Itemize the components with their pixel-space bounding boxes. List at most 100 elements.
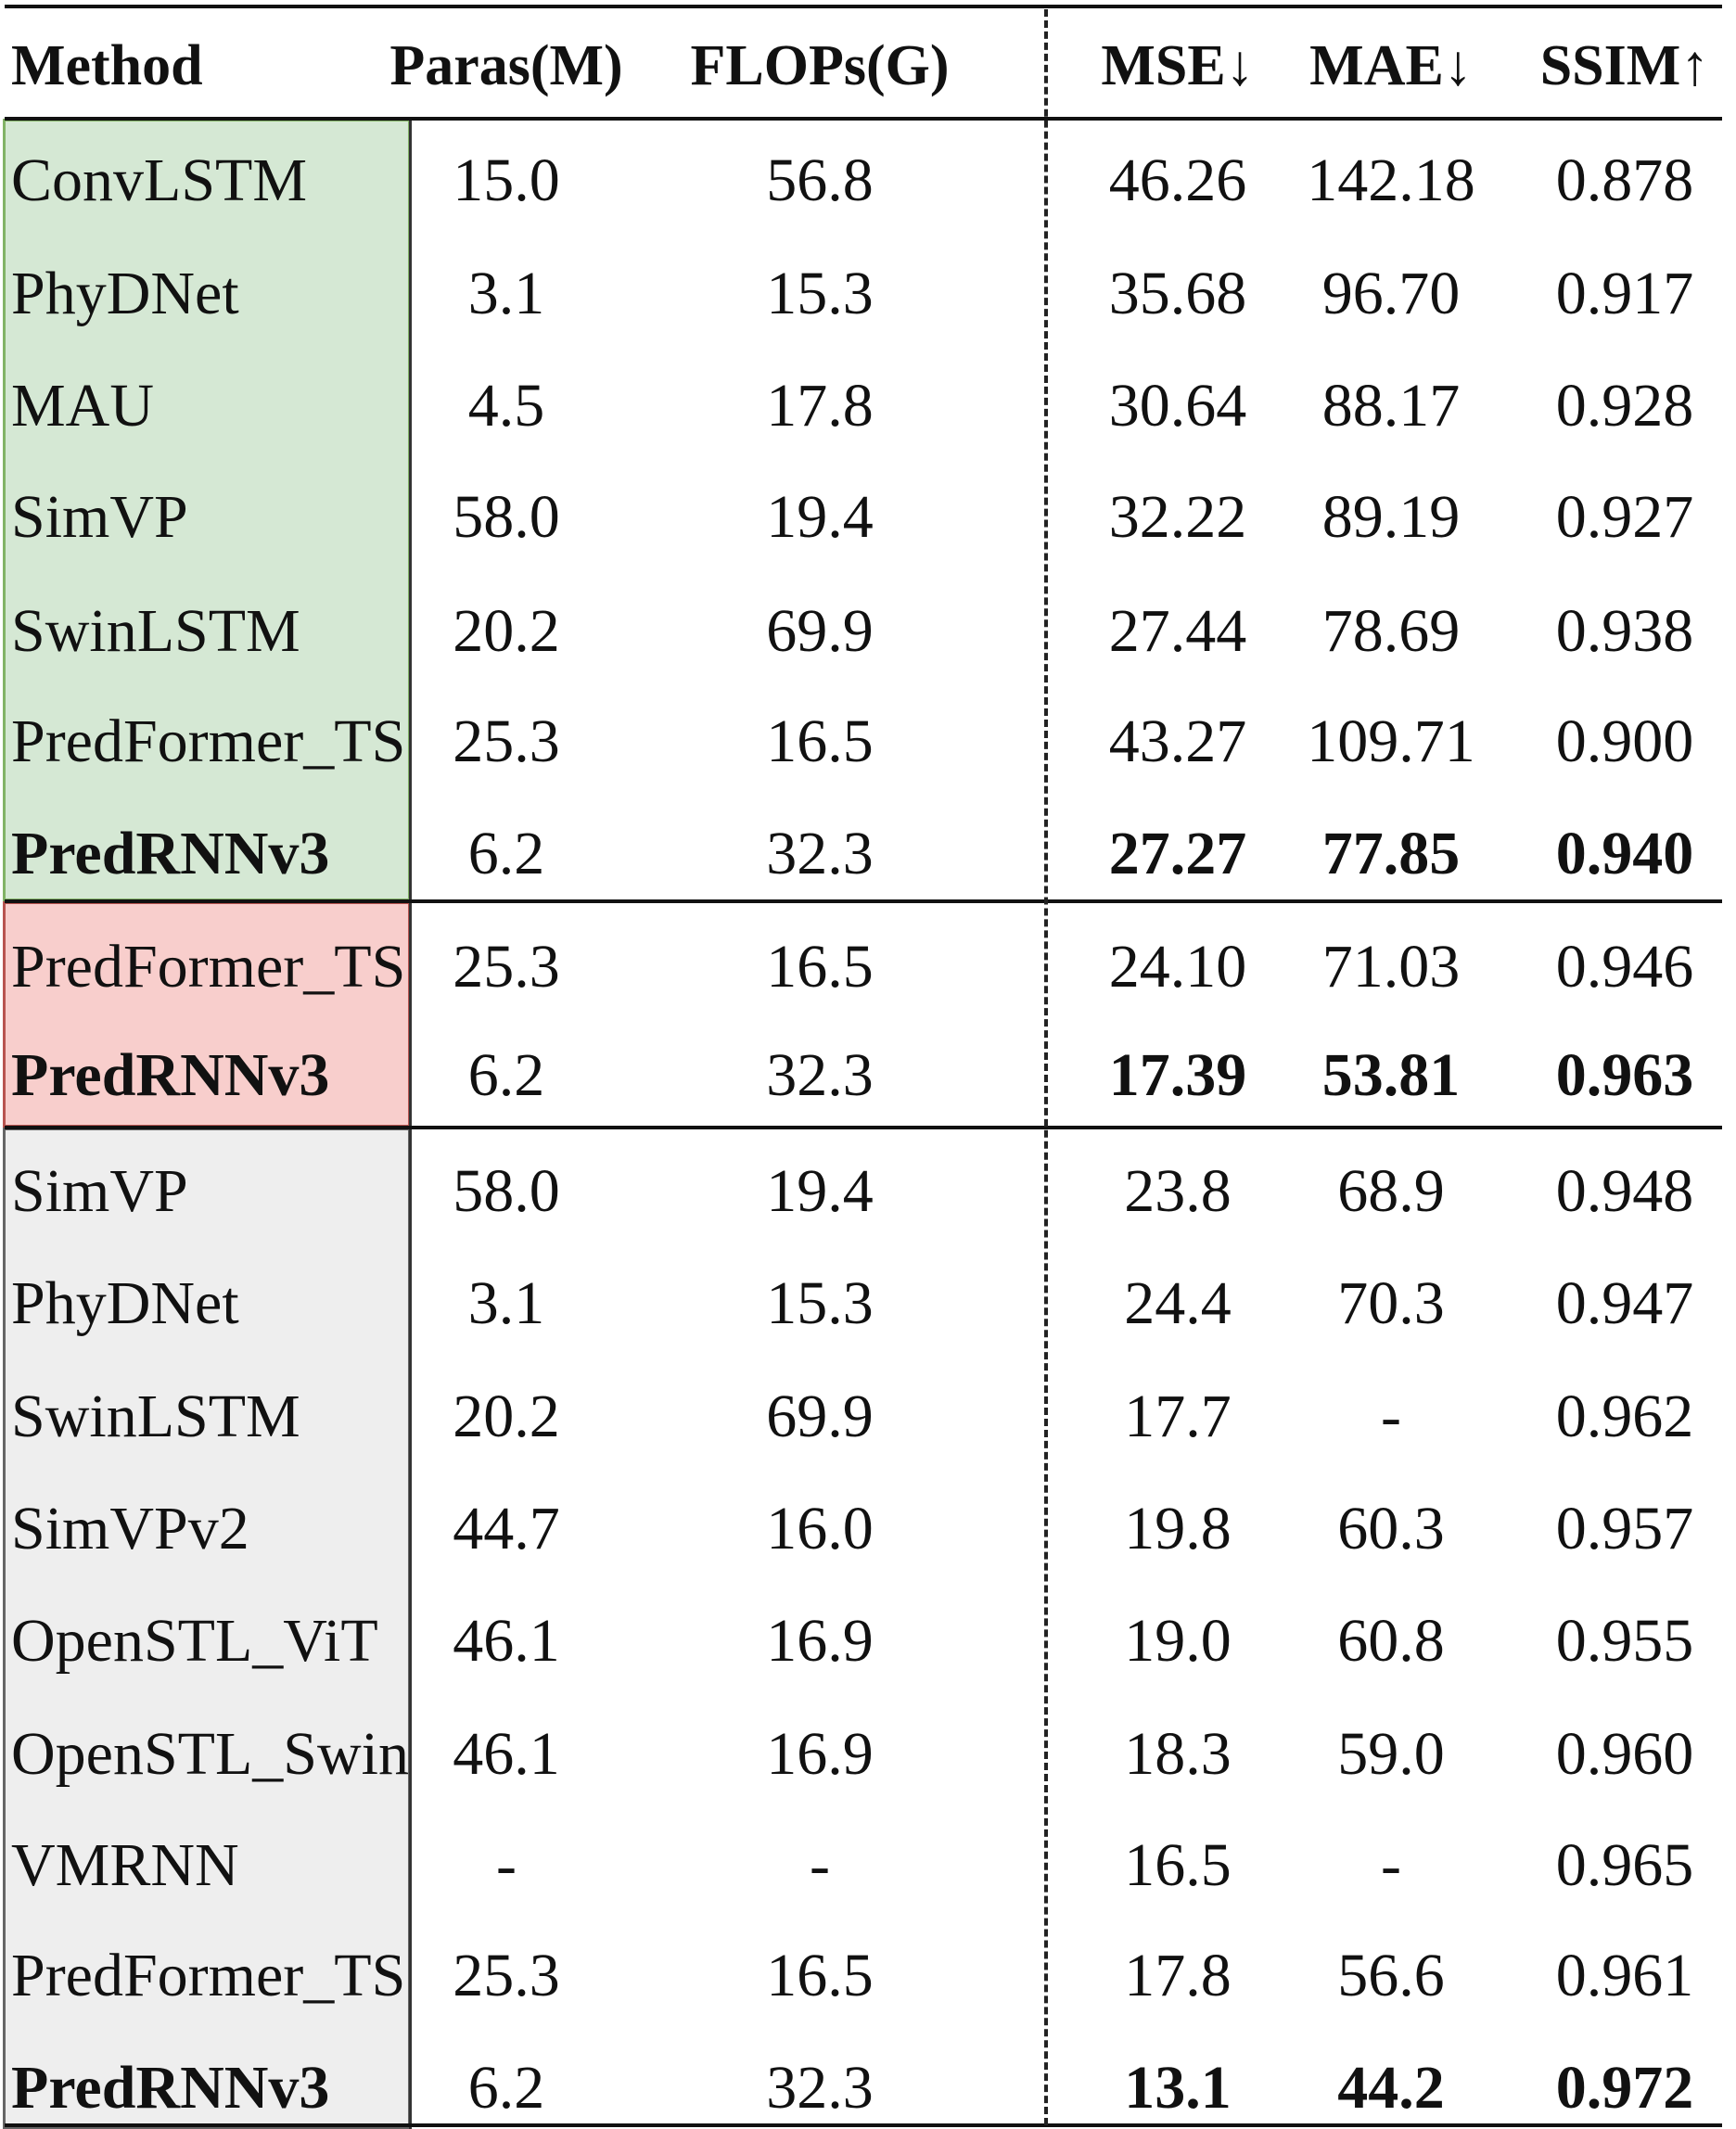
mse-cell: 17.7	[1124, 1383, 1232, 1450]
method-cell: ConvLSTM	[11, 147, 308, 214]
mse-cell: 46.26	[1108, 147, 1247, 214]
flops-cell: 17.8	[766, 372, 874, 440]
method-cell: PhyDNet	[11, 1269, 239, 1337]
flops-cell: 32.3	[766, 1041, 874, 1109]
method-cell: PhyDNet	[11, 260, 239, 327]
flops-cell: 69.9	[766, 597, 874, 665]
ssim-cell: 0.957	[1555, 1495, 1694, 1562]
mse-cell: 24.4	[1124, 1269, 1232, 1337]
header-ssim-label: SSIM	[1539, 34, 1681, 97]
header-rule	[5, 117, 1722, 121]
group-separator-rule	[5, 899, 1722, 903]
top-rule	[5, 5, 1722, 8]
method-column-border	[409, 1128, 412, 2129]
method-cell: PredRNNv3	[11, 1041, 330, 1109]
arrow-down-icon: ↓	[1443, 34, 1473, 97]
header-mse: MSE↓	[1101, 37, 1254, 95]
mae-cell: -	[1381, 1383, 1401, 1450]
ssim-cell: 0.900	[1555, 708, 1694, 775]
mae-cell: 68.9	[1337, 1157, 1445, 1225]
method-cell: MAU	[11, 372, 155, 440]
flops-cell: 15.3	[766, 1269, 874, 1337]
arrow-up-icon: ↑	[1680, 34, 1710, 97]
bottom-rule	[5, 2123, 1722, 2127]
mse-cell: 32.22	[1108, 483, 1247, 551]
ssim-cell: 0.961	[1555, 1942, 1694, 2009]
group-separator-rule	[5, 1126, 1722, 1129]
ssim-cell: 0.946	[1555, 933, 1694, 1001]
method-cell: PredRNNv3	[11, 820, 330, 887]
paras-cell: 44.7	[453, 1495, 560, 1562]
ssim-cell: 0.940	[1555, 820, 1694, 887]
ssim-cell: 0.928	[1555, 372, 1694, 440]
header-method: Method	[11, 34, 203, 97]
paras-cell: 4.5	[467, 372, 545, 440]
mae-cell: 59.0	[1337, 1720, 1445, 1788]
flops-cell: 16.5	[766, 708, 874, 775]
ssim-cell: 0.927	[1555, 483, 1694, 551]
flops-cell: 16.9	[766, 1607, 874, 1675]
paras-cell: -	[496, 1831, 517, 1899]
mae-cell: 60.3	[1337, 1495, 1445, 1562]
mae-cell: 71.03	[1321, 933, 1461, 1001]
mae-cell: 109.71	[1307, 708, 1475, 775]
mae-cell: 44.2	[1337, 2054, 1445, 2122]
mse-cell: 17.39	[1108, 1041, 1247, 1109]
header-mae: MAE↓	[1309, 37, 1473, 95]
mse-cell: 24.10	[1108, 933, 1247, 1001]
paras-cell: 6.2	[467, 2054, 545, 2122]
paras-cell: 3.1	[467, 260, 545, 327]
flops-cell: 32.3	[766, 820, 874, 887]
ssim-cell: 0.955	[1555, 1607, 1694, 1675]
mse-cell: 18.3	[1124, 1720, 1232, 1788]
method-cell: VMRNN	[11, 1831, 239, 1899]
method-cell: PredRNNv3	[11, 2054, 330, 2122]
paras-cell: 3.1	[467, 1269, 545, 1337]
method-cell: PredFormer_TS	[11, 933, 406, 1001]
mse-cell: 30.64	[1108, 372, 1247, 440]
method-cell: OpenSTL_ViT	[11, 1607, 378, 1675]
ssim-cell: 0.963	[1555, 1041, 1694, 1109]
mse-cell: 16.5	[1124, 1831, 1232, 1899]
method-cell: SwinLSTM	[11, 1383, 300, 1450]
paras-cell: 6.2	[467, 1041, 545, 1109]
ssim-cell: 0.962	[1555, 1383, 1694, 1450]
mse-cell: 27.44	[1108, 597, 1247, 665]
header-mse-label: MSE	[1101, 34, 1226, 97]
method-group-band	[3, 1128, 411, 2129]
flops-cell: 19.4	[766, 483, 874, 551]
header-ssim: SSIM↑	[1540, 37, 1710, 95]
method-cell: SimVP	[11, 1157, 188, 1225]
mse-cell: 19.0	[1124, 1607, 1232, 1675]
ssim-cell: 0.947	[1555, 1269, 1694, 1337]
method-cell: SwinLSTM	[11, 597, 300, 665]
method-cell: PredFormer_TS	[11, 1942, 406, 2009]
mse-cell: 13.1	[1124, 2054, 1232, 2122]
method-group-band	[3, 901, 411, 1128]
mae-cell: 60.8	[1337, 1607, 1445, 1675]
flops-cell: 56.8	[766, 147, 874, 214]
mae-cell: 70.3	[1337, 1269, 1445, 1337]
paras-cell: 58.0	[453, 1157, 560, 1225]
ssim-cell: 0.938	[1555, 597, 1694, 665]
flops-cell: 16.5	[766, 933, 874, 1001]
mae-cell: 142.18	[1307, 147, 1475, 214]
ssim-cell: 0.960	[1555, 1720, 1694, 1788]
flops-cell: 16.0	[766, 1495, 874, 1562]
mse-cell: 43.27	[1108, 708, 1247, 775]
flops-cell: 69.9	[766, 1383, 874, 1450]
method-column-border	[409, 119, 412, 901]
mae-cell: 77.85	[1321, 820, 1461, 887]
mse-cell: 35.68	[1108, 260, 1247, 327]
paras-cell: 25.3	[453, 933, 560, 1001]
mae-cell: 53.81	[1321, 1041, 1461, 1109]
ssim-cell: 0.917	[1555, 260, 1694, 327]
ssim-cell: 0.965	[1555, 1831, 1694, 1899]
mse-cell: 17.8	[1124, 1942, 1232, 2009]
method-column-border	[409, 901, 412, 1128]
paras-cell: 15.0	[453, 147, 560, 214]
flops-cell: 19.4	[766, 1157, 874, 1225]
header-flops: FLOPs(G)	[690, 34, 950, 97]
ssim-cell: 0.878	[1555, 147, 1694, 214]
